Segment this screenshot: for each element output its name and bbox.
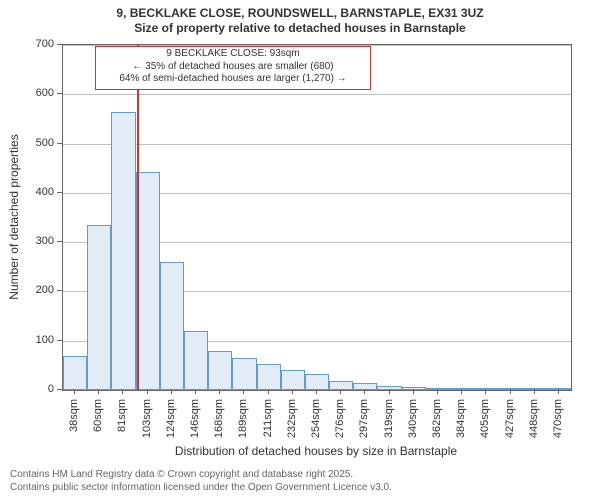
histogram-bar <box>208 351 232 390</box>
y-axis-label: Number of detached properties <box>7 44 21 389</box>
x-tick-label: 189sqm <box>237 399 249 438</box>
annotation-line: 64% of semi-detached houses are larger (… <box>98 73 368 86</box>
x-tick-label: 276sqm <box>334 399 346 438</box>
x-tick-mark <box>558 389 559 394</box>
x-tick-label: 232sqm <box>286 399 298 438</box>
annotation-box: 9 BECKLAKE CLOSE: 93sqm← 35% of detached… <box>95 46 371 90</box>
x-tick-mark <box>316 389 317 394</box>
histogram-bar <box>160 262 184 390</box>
x-tick-label: 38sqm <box>68 399 80 432</box>
x-tick-mark <box>243 389 244 394</box>
x-tick-mark <box>437 389 438 394</box>
x-tick-label: 168sqm <box>213 399 225 438</box>
x-tick-mark <box>485 389 486 394</box>
histogram-bar <box>184 331 208 390</box>
x-tick-label: 340sqm <box>407 399 419 438</box>
histogram-bar <box>87 225 111 390</box>
y-tick-mark <box>57 93 62 94</box>
x-tick-label: 384sqm <box>455 399 467 438</box>
x-tick-label: 470sqm <box>552 399 564 438</box>
y-tick-mark <box>57 44 62 45</box>
y-tick-mark <box>57 192 62 193</box>
plot-area <box>62 44 572 391</box>
histogram-bar <box>111 112 135 390</box>
x-tick-label: 146sqm <box>189 399 201 438</box>
x-tick-mark <box>413 389 414 394</box>
x-axis-label: Distribution of detached houses by size … <box>62 444 570 458</box>
x-tick-label: 448sqm <box>528 399 540 438</box>
x-tick-label: 124sqm <box>165 399 177 438</box>
x-tick-label: 254sqm <box>310 399 322 438</box>
x-tick-mark <box>98 389 99 394</box>
histogram-bar <box>136 172 160 390</box>
x-tick-mark <box>292 389 293 394</box>
x-tick-mark <box>510 389 511 394</box>
title-line-1: 9, BECKLAKE CLOSE, ROUNDSWELL, BARNSTAPL… <box>0 6 600 21</box>
histogram-bar <box>281 370 305 390</box>
y-tick-mark <box>57 241 62 242</box>
x-tick-mark <box>171 389 172 394</box>
x-tick-label: 81sqm <box>116 399 128 432</box>
x-tick-label: 427sqm <box>504 399 516 438</box>
x-tick-mark <box>268 389 269 394</box>
x-tick-mark <box>534 389 535 394</box>
x-tick-mark <box>340 389 341 394</box>
bars-group <box>63 45 571 390</box>
footer: Contains HM Land Registry data © Crown c… <box>10 468 590 494</box>
y-tick-mark <box>57 389 62 390</box>
reference-marker-line <box>137 45 139 390</box>
footer-line-1: Contains HM Land Registry data © Crown c… <box>10 468 590 481</box>
histogram-bar <box>305 374 329 390</box>
x-tick-mark <box>74 389 75 394</box>
y-tick-mark <box>57 290 62 291</box>
x-tick-mark <box>461 389 462 394</box>
histogram-bar <box>257 364 281 390</box>
x-tick-mark <box>364 389 365 394</box>
y-tick-mark <box>57 340 62 341</box>
x-tick-label: 60sqm <box>92 399 104 432</box>
x-tick-label: 211sqm <box>262 399 274 437</box>
title-line-2: Size of property relative to detached ho… <box>0 21 600 36</box>
annotation-line: 9 BECKLAKE CLOSE: 93sqm <box>98 48 368 61</box>
x-tick-label: 103sqm <box>141 399 153 438</box>
x-tick-mark <box>122 389 123 394</box>
histogram-bar <box>232 358 256 390</box>
x-tick-mark <box>147 389 148 394</box>
x-tick-mark <box>219 389 220 394</box>
x-tick-label: 362sqm <box>431 399 443 438</box>
x-tick-label: 297sqm <box>358 399 370 438</box>
x-tick-label: 405sqm <box>479 399 491 438</box>
histogram-bar <box>63 356 87 391</box>
annotation-line: ← 35% of detached houses are smaller (68… <box>98 61 368 74</box>
footer-line-2: Contains public sector information licen… <box>10 481 590 494</box>
x-tick-mark <box>389 389 390 394</box>
chart-container: 9, BECKLAKE CLOSE, ROUNDSWELL, BARNSTAPL… <box>0 0 600 500</box>
x-tick-mark <box>195 389 196 394</box>
titles: 9, BECKLAKE CLOSE, ROUNDSWELL, BARNSTAPL… <box>0 0 600 36</box>
y-tick-mark <box>57 143 62 144</box>
x-tick-label: 319sqm <box>383 399 395 438</box>
